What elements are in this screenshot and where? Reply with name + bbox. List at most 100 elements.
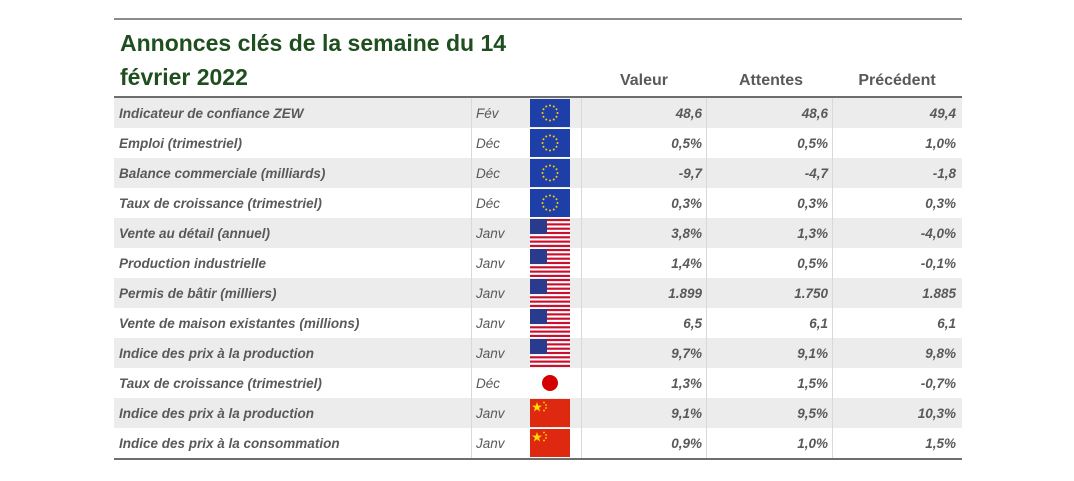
value-cell: 9,7% xyxy=(582,338,707,368)
table-row: Production industrielle Janv 1,4% 0,5% -… xyxy=(114,248,962,278)
period: Déc xyxy=(476,135,501,151)
flag-cell xyxy=(518,368,582,398)
expected-cell: 0,5% xyxy=(707,248,833,278)
previous-cell: -0,1% xyxy=(920,255,956,271)
value-cell: 48,6 xyxy=(582,98,707,128)
value-cell: -9,7 xyxy=(582,158,707,188)
value-cell: 1,4% xyxy=(582,248,707,278)
indicator-name: Taux de croissance (trimestriel) xyxy=(114,368,472,398)
indicator-name: Balance commerciale (milliards) xyxy=(114,158,472,188)
period: Janv xyxy=(476,345,505,361)
expected-cell: 6,1 xyxy=(707,308,833,338)
flag-cell xyxy=(518,308,582,338)
expected-cell: 48,6 xyxy=(707,98,833,128)
period: Janv xyxy=(476,435,505,451)
table-row: Indice des prix à la production Janv 9,7… xyxy=(114,338,962,368)
flag-cell xyxy=(518,158,582,188)
table-body: Indicateur de confiance ZEW Fév 48,6 48,… xyxy=(114,98,962,458)
indicator-name: Taux de croissance (trimestriel) xyxy=(114,188,472,218)
flag-cell xyxy=(518,98,582,128)
value-cell: 6,5 xyxy=(582,308,707,338)
table-row: Permis de bâtir (milliers) Janv 1.899 1.… xyxy=(114,278,962,308)
value-cell: 0,5% xyxy=(582,128,707,158)
value-cell: 1,3% xyxy=(582,368,707,398)
value-cell: 9,1% xyxy=(582,398,707,428)
expected-cell: 0,5% xyxy=(707,128,833,158)
eu-flag-icon xyxy=(529,159,570,187)
table-row: Indice des prix à la production Janv 9,1… xyxy=(114,398,962,428)
indicator-name: Indicateur de confiance ZEW xyxy=(114,98,472,128)
us-flag-icon xyxy=(529,309,570,337)
expected-cell: 0,3% xyxy=(707,188,833,218)
table-row: Vente au détail (annuel) Janv 3,8% 1,3% … xyxy=(114,218,962,248)
period: Déc xyxy=(476,165,501,181)
previous-cell: 1,0% xyxy=(925,135,956,151)
indicator-name: Vente au détail (annuel) xyxy=(114,218,472,248)
period: Déc xyxy=(476,375,501,391)
header-divider xyxy=(114,96,962,98)
indicator-name: Indice des prix à la production xyxy=(114,338,472,368)
previous-cell: 0,3% xyxy=(925,195,956,211)
column-header-value: Valeur xyxy=(619,72,669,89)
indicator-name: Indice des prix à la consommation xyxy=(114,428,472,458)
expected-cell: 1,0% xyxy=(707,428,833,458)
flag-cell xyxy=(518,218,582,248)
eu-flag-icon xyxy=(529,99,570,127)
expected-cell: 1.750 xyxy=(707,278,833,308)
flag-cell xyxy=(518,278,582,308)
previous-cell: 9,8% xyxy=(925,345,956,361)
table-row: Indice des prix à la consommation Janv 0… xyxy=(114,428,962,458)
period: Janv xyxy=(476,285,505,301)
us-flag-icon xyxy=(529,279,570,307)
eu-flag-icon xyxy=(529,189,570,217)
flag-cell xyxy=(518,128,582,158)
indicator-name: Vente de maison existantes (millions) xyxy=(114,308,472,338)
previous-cell: -4,0% xyxy=(920,225,956,241)
value-cell: 0,9% xyxy=(582,428,707,458)
expected-cell: 9,5% xyxy=(707,398,833,428)
indicator-name: Emploi (trimestriel) xyxy=(114,128,472,158)
eu-flag-icon xyxy=(529,129,570,157)
expected-cell: 1,3% xyxy=(707,218,833,248)
period: Janv xyxy=(476,405,505,421)
previous-cell: 6,1 xyxy=(937,315,956,331)
us-flag-icon xyxy=(529,219,570,247)
previous-cell: 49,4 xyxy=(929,105,956,121)
column-header-previous: Précédent xyxy=(858,72,936,89)
period: Janv xyxy=(476,225,505,241)
indicator-name: Indice des prix à la production xyxy=(114,398,472,428)
flag-cell xyxy=(518,248,582,278)
indicator-name: Permis de bâtir (milliers) xyxy=(114,278,472,308)
japan-flag-icon xyxy=(529,369,570,397)
table-row: Balance commerciale (milliards) Déc -9,7… xyxy=(114,158,962,188)
us-flag-icon xyxy=(529,249,570,277)
expected-cell: 1,5% xyxy=(707,368,833,398)
us-flag-icon xyxy=(529,339,570,367)
china-flag-icon xyxy=(529,429,570,457)
indicator-name: Production industrielle xyxy=(114,248,472,278)
previous-cell: -1,8 xyxy=(932,165,956,181)
table-row: Taux de croissance (trimestriel) Déc 0,3… xyxy=(114,188,962,218)
value-cell: 3,8% xyxy=(582,218,707,248)
flag-cell xyxy=(518,428,582,458)
previous-cell: -0,7% xyxy=(920,375,956,391)
expected-cell: -4,7 xyxy=(707,158,833,188)
period: Janv xyxy=(476,315,505,331)
table-title: Annonces clés de la semaine du 14 févrie… xyxy=(120,30,507,90)
previous-cell: 1.885 xyxy=(922,285,956,301)
period: Déc xyxy=(476,195,501,211)
flag-cell xyxy=(518,188,582,218)
table-row: Indicateur de confiance ZEW Fév 48,6 48,… xyxy=(114,98,962,128)
table-row: Emploi (trimestriel) Déc 0,5% 0,5% 1,0% xyxy=(114,128,962,158)
top-divider xyxy=(114,18,962,20)
bottom-divider xyxy=(114,458,962,460)
china-flag-icon xyxy=(529,399,570,427)
period: Janv xyxy=(476,255,505,271)
value-cell: 0,3% xyxy=(582,188,707,218)
expected-cell: 9,1% xyxy=(707,338,833,368)
period: Fév xyxy=(476,105,499,121)
value-cell: 1.899 xyxy=(582,278,707,308)
table-row: Taux de croissance (trimestriel) Déc 1,3… xyxy=(114,368,962,398)
flag-cell xyxy=(518,398,582,428)
column-header-expected: Attentes xyxy=(738,72,803,89)
